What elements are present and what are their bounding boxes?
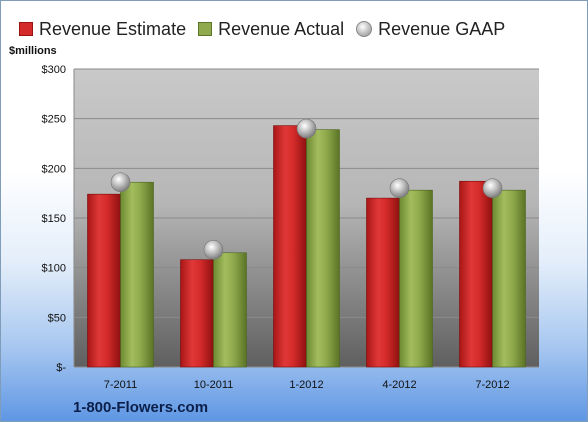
y-tick-label: $50 — [48, 312, 66, 324]
y-tick-label: $- — [56, 362, 66, 374]
legend-swatch-actual — [198, 22, 213, 36]
x-tick-label: 1-2012 — [289, 379, 323, 391]
bar-revenue-actual — [399, 189, 433, 368]
legend: Revenue Estimate Revenue Actual Revenue … — [19, 18, 517, 40]
marker-revenue-gaap — [296, 118, 317, 139]
x-tick-label: 4-2012 — [382, 379, 416, 391]
bar-revenue-actual — [120, 181, 154, 368]
y-tick-label: $200 — [42, 163, 66, 175]
legend-label-estimate: Revenue Estimate — [39, 18, 187, 39]
legend-label-gaap: Revenue GAAP — [378, 18, 506, 39]
bar-revenue-actual — [306, 129, 340, 368]
legend-marker-gaap — [356, 21, 373, 37]
y-axis-label: $millions — [9, 45, 57, 57]
marker-revenue-gaap — [203, 239, 224, 260]
bar-revenue-actual — [492, 189, 526, 368]
y-tick-label: $250 — [42, 114, 66, 126]
x-tick-label: 7-2011 — [104, 379, 137, 391]
marker-revenue-gaap — [389, 178, 410, 198]
y-tick-label: $150 — [42, 213, 66, 225]
y-tick-label: $100 — [42, 263, 66, 275]
x-tick-label: 7-2012 — [475, 379, 509, 391]
x-tick-label: 10-2011 — [194, 379, 234, 391]
company-name: 1-800-Flowers.com — [73, 399, 209, 416]
marker-revenue-gaap — [110, 172, 131, 193]
legend-swatch-estimate — [19, 22, 33, 36]
bar-revenue-estimate — [366, 197, 400, 368]
y-tick-label: $300 — [42, 64, 66, 76]
legend-item-estimate: Revenue Estimate — [19, 19, 186, 40]
bar-revenue-estimate — [459, 180, 493, 368]
legend-item-gaap: Revenue GAAP — [356, 19, 505, 40]
bar-revenue-estimate — [180, 259, 214, 368]
bar-revenue-estimate — [273, 125, 307, 368]
legend-label-actual: Revenue Actual — [218, 18, 345, 39]
marker-revenue-gaap — [482, 178, 503, 198]
bar-revenue-estimate — [87, 193, 121, 368]
legend-item-actual: Revenue Actual — [198, 19, 344, 40]
bar-revenue-actual — [213, 252, 247, 368]
